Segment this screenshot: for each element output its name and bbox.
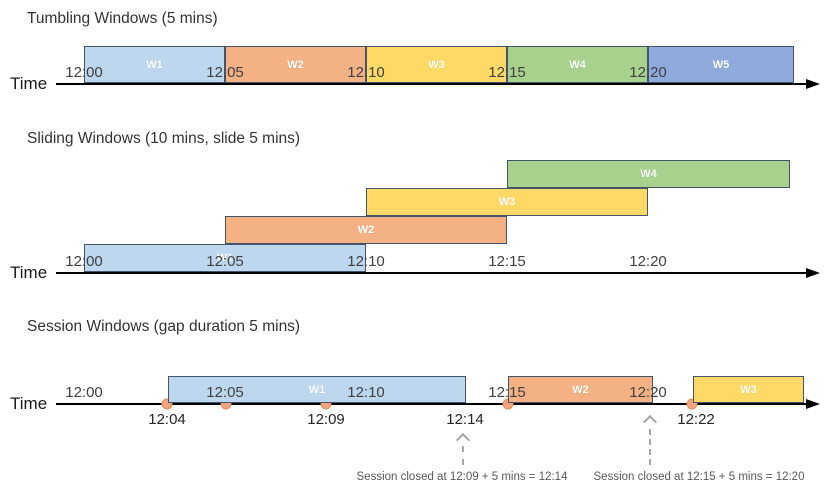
- window-label-w1: W1: [308, 383, 326, 396]
- tick-label: 12:05: [206, 64, 244, 81]
- window-label-w4: W4: [569, 58, 586, 71]
- session-time-label: Time: [10, 394, 48, 413]
- window-label-w2: W2: [357, 224, 375, 236]
- tick-label: 12:00: [65, 64, 103, 81]
- event-time-label: 12:04: [148, 411, 186, 428]
- tick-label: 12:05: [206, 253, 244, 270]
- session-title: Session Windows (gap duration 5 mins): [27, 318, 301, 335]
- window-box-w1: [84, 244, 366, 272]
- tick-label: 12:00: [65, 253, 103, 270]
- timeline-arrowhead-icon: [806, 79, 820, 89]
- window-box-w1: [84, 46, 225, 83]
- session-closed-annotation: Session closed at 12:15 + 5 mins = 12:20: [593, 471, 805, 483]
- event-time-label: 12:09: [307, 411, 345, 428]
- window-box-w3: [366, 46, 507, 83]
- annotation-arrow-up-icon: [455, 432, 471, 448]
- window-label-w3: W3: [498, 196, 516, 208]
- event-dot: [161, 398, 173, 410]
- window-box-w4: [507, 160, 790, 188]
- window-box-w2: [508, 376, 653, 403]
- window-box-w2: [225, 46, 366, 83]
- sliding-time-label: Time: [10, 263, 48, 282]
- window-box-w5: [648, 46, 794, 83]
- window-box-w2: [225, 216, 507, 244]
- window-label-w5: W5: [712, 58, 730, 71]
- tick-label: 12:10: [347, 384, 385, 401]
- tick-label: 12:10: [347, 253, 385, 270]
- annotation-arrow-shaft: [462, 446, 464, 465]
- window-box-w1: [168, 376, 466, 403]
- tick-label: 12:10: [347, 64, 385, 81]
- window-box-w3: [366, 188, 648, 216]
- window-label-w4: W4: [640, 168, 657, 180]
- window-label-w1: W1: [216, 252, 234, 264]
- event-time-label: 12:22: [677, 411, 715, 428]
- annotation-arrow-up-icon: [642, 414, 658, 430]
- tick-label: 12:20: [629, 253, 667, 270]
- tumbling-timeline-axis: [56, 83, 807, 85]
- tick-label: 12:00: [65, 384, 103, 401]
- window-label-w3: W3: [740, 383, 757, 396]
- tick-label: 12:05: [206, 384, 244, 401]
- tick-label: 12:15: [488, 384, 526, 401]
- tick-label: 12:20: [629, 64, 667, 81]
- event-time-label: 12:14: [446, 411, 484, 428]
- timeline-arrowhead-icon: [806, 268, 820, 278]
- window-box-w3: [693, 376, 804, 403]
- session-timeline-axis: [56, 403, 807, 405]
- session-closed-annotation: Session closed at 12:09 + 5 mins = 12:14: [356, 471, 568, 483]
- timeline-arrowhead-icon: [806, 399, 820, 409]
- window-label-w2: W2: [287, 58, 304, 71]
- tick-label: 12:20: [629, 384, 667, 401]
- window-label-w3: W3: [428, 58, 445, 71]
- event-dot: [686, 398, 698, 410]
- sliding-timeline-axis: [56, 272, 807, 274]
- tick-label: 12:15: [488, 64, 526, 81]
- sliding-title: Sliding Windows (10 mins, slide 5 mins): [27, 130, 301, 147]
- window-label-w2: W2: [572, 383, 589, 396]
- tumbling-time-label: Time: [10, 74, 48, 93]
- tumbling-title: Tumbling Windows (5 mins): [27, 10, 218, 27]
- annotation-arrow-shaft: [649, 429, 651, 465]
- window-label-w1: W1: [146, 58, 163, 71]
- tick-label: 12:15: [488, 253, 526, 270]
- window-box-w4: [507, 46, 648, 83]
